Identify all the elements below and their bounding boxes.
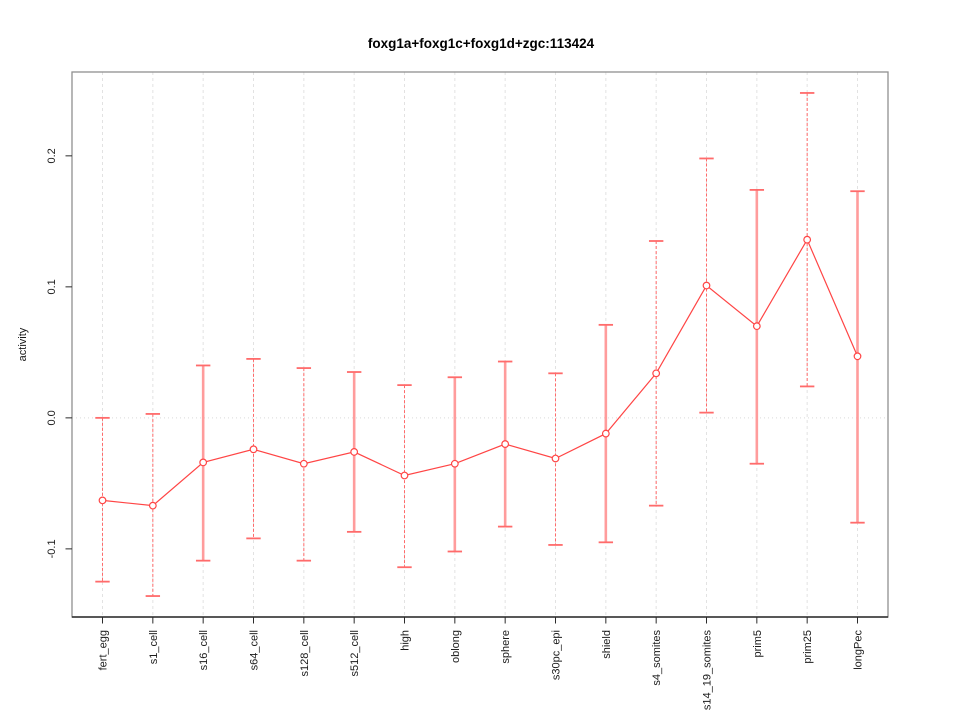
y-tick-label: 0.0 bbox=[46, 410, 58, 425]
chart-title: foxg1a+foxg1c+foxg1d+zgc:113424 bbox=[368, 36, 595, 51]
data-point-marker bbox=[249, 445, 258, 454]
data-point-marker bbox=[652, 369, 661, 378]
x-tick-label: s14_19_somites bbox=[702, 630, 714, 711]
x-tick-label: s30pc_epi bbox=[551, 630, 563, 680]
x-tick-label: s64_cell bbox=[249, 630, 261, 670]
x-tick-label: s128_cell bbox=[299, 630, 311, 676]
data-point-marker bbox=[400, 471, 409, 480]
x-tick-label: oblong bbox=[450, 630, 462, 663]
x-tick-label: sphere bbox=[500, 630, 512, 664]
y-axis-label: activity bbox=[17, 327, 29, 361]
x-tick-label: shield bbox=[601, 630, 613, 659]
x-tick-label: prim5 bbox=[752, 630, 764, 658]
y-tick-label: 0.2 bbox=[46, 148, 58, 163]
data-point-marker bbox=[450, 459, 459, 468]
data-point-marker bbox=[501, 440, 510, 448]
y-tick-label: -0.1 bbox=[46, 539, 58, 558]
data-point-marker bbox=[803, 235, 812, 244]
data-point-marker bbox=[853, 352, 862, 361]
data-point-marker bbox=[601, 429, 610, 438]
x-tick-label: high bbox=[400, 630, 412, 651]
x-tick-label: s512_cell bbox=[349, 630, 361, 676]
data-point-marker bbox=[199, 458, 208, 467]
y-tick-label: 0.1 bbox=[46, 279, 58, 294]
data-point-marker bbox=[98, 496, 107, 505]
plot-frame bbox=[71, 71, 889, 618]
data-point-marker bbox=[551, 454, 560, 463]
x-tick-label: s4_somites bbox=[651, 630, 663, 686]
data-point-marker bbox=[148, 501, 157, 510]
data-point-marker bbox=[752, 322, 761, 331]
x-tick-label: s16_cell bbox=[198, 630, 210, 670]
data-point-marker bbox=[702, 281, 711, 290]
data-point-marker bbox=[350, 448, 359, 456]
data-point-marker bbox=[299, 459, 308, 468]
x-tick-label: fert_egg bbox=[98, 630, 110, 670]
x-tick-label: longPec bbox=[853, 630, 865, 670]
x-tick-label: prim25 bbox=[802, 630, 814, 664]
series-line bbox=[102, 238, 859, 507]
x-tick-label: s1_cell bbox=[148, 630, 160, 664]
